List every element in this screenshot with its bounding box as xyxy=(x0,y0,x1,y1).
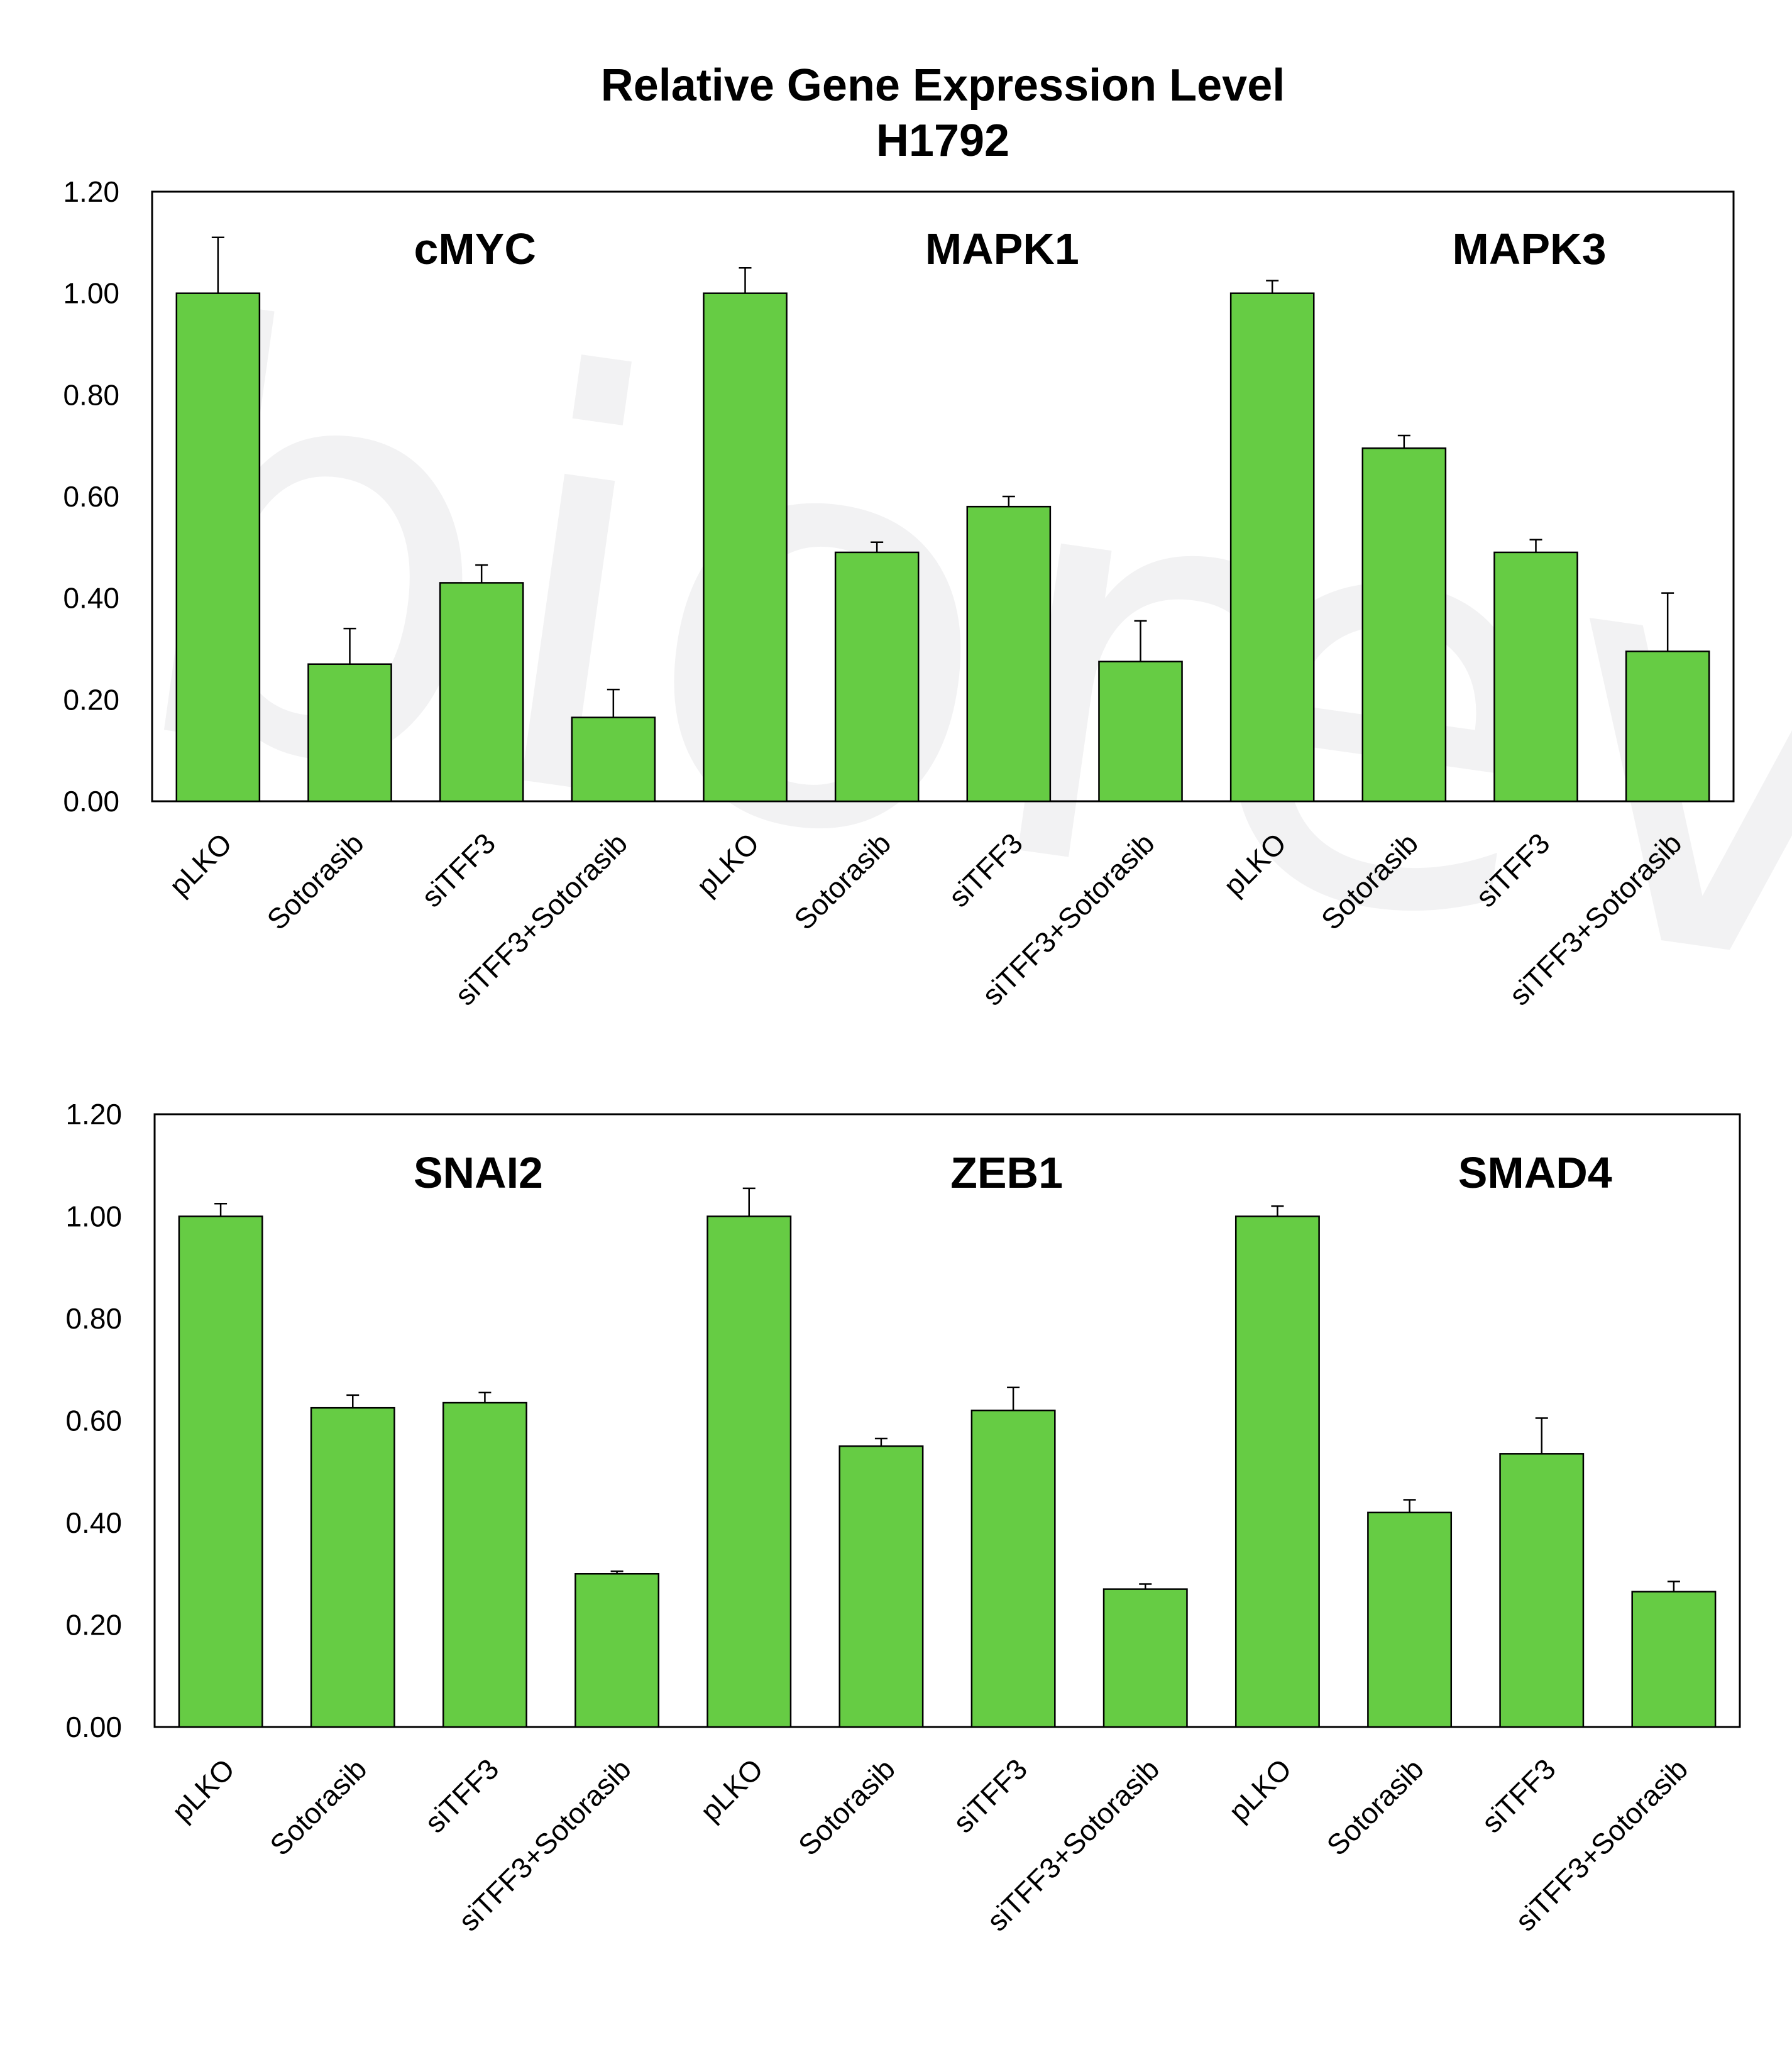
y-tick-label: 1.20 xyxy=(63,175,119,208)
gene-label: ZEB1 xyxy=(950,1148,1063,1197)
x-tick-label: siTFF3 xyxy=(947,1752,1033,1839)
bar xyxy=(1098,661,1183,803)
bar xyxy=(703,292,788,803)
x-tick-label: pLKO xyxy=(1223,1752,1298,1828)
bar xyxy=(966,505,1052,803)
bar xyxy=(970,1410,1056,1728)
bar xyxy=(178,1215,263,1728)
y-tick-label: 0.60 xyxy=(63,480,119,513)
bar xyxy=(1367,1511,1453,1728)
bar xyxy=(1631,1591,1717,1728)
bar xyxy=(442,1401,527,1728)
y-tick-label: 0.40 xyxy=(63,582,119,615)
bar xyxy=(838,1445,924,1728)
y-tick-label: 1.20 xyxy=(65,1098,122,1131)
bar xyxy=(1234,1215,1320,1728)
y-tick-label: 1.00 xyxy=(65,1200,122,1233)
bar xyxy=(1102,1588,1188,1728)
y-tick-label: 0.00 xyxy=(63,785,119,818)
bar xyxy=(307,663,392,803)
bar xyxy=(1499,1453,1585,1728)
bar xyxy=(706,1215,792,1728)
bar xyxy=(571,716,656,803)
x-tick-label: Sotorasib xyxy=(1320,1752,1429,1861)
gene-label: MAPK3 xyxy=(1452,224,1606,273)
x-tick-label: Sotorasib xyxy=(792,1752,901,1861)
y-tick-label: 0.80 xyxy=(65,1302,122,1335)
y-tick-label: 0.20 xyxy=(65,1609,122,1642)
bar xyxy=(439,582,524,803)
y-tick-label: 1.00 xyxy=(63,277,119,310)
gene-label: cMYC xyxy=(414,224,536,273)
plot-area-frame xyxy=(151,190,1735,803)
y-tick-label: 0.00 xyxy=(65,1711,122,1743)
bar xyxy=(834,551,920,803)
gene-label: SMAD4 xyxy=(1458,1148,1612,1197)
bar xyxy=(175,292,261,803)
x-tick-label: siTFF3 xyxy=(419,1752,505,1839)
bar xyxy=(1229,292,1315,803)
x-tick-label: Sotorasib xyxy=(263,1752,373,1861)
plot-area-frame xyxy=(153,1113,1741,1728)
chart-title-line2: H1792 xyxy=(876,116,1009,166)
bar xyxy=(574,1573,660,1728)
bar xyxy=(1493,551,1578,803)
bar xyxy=(310,1406,395,1728)
gene-label: SNAI2 xyxy=(414,1148,543,1197)
y-tick-label: 0.80 xyxy=(63,378,119,411)
chart-panel-bottom: 0.00 0.20 0.40 0.60 0.80 1.00 1.20 pLKO Sotorasi… xyxy=(65,1098,1741,1938)
x-tick-label: pLKO xyxy=(694,1752,769,1828)
y-tick-label: 0.40 xyxy=(65,1506,122,1539)
bar xyxy=(1361,447,1447,803)
chart-title-line1: Relative Gene Expression Level xyxy=(601,60,1285,111)
y-tick-label: 0.20 xyxy=(63,683,119,716)
x-tick-label: siTFF3 xyxy=(1475,1752,1562,1839)
gene-label: MAPK1 xyxy=(925,224,1079,273)
bar xyxy=(1625,650,1710,803)
x-tick-label: pLKO xyxy=(165,1752,241,1828)
y-tick-label: 0.60 xyxy=(65,1405,122,1437)
